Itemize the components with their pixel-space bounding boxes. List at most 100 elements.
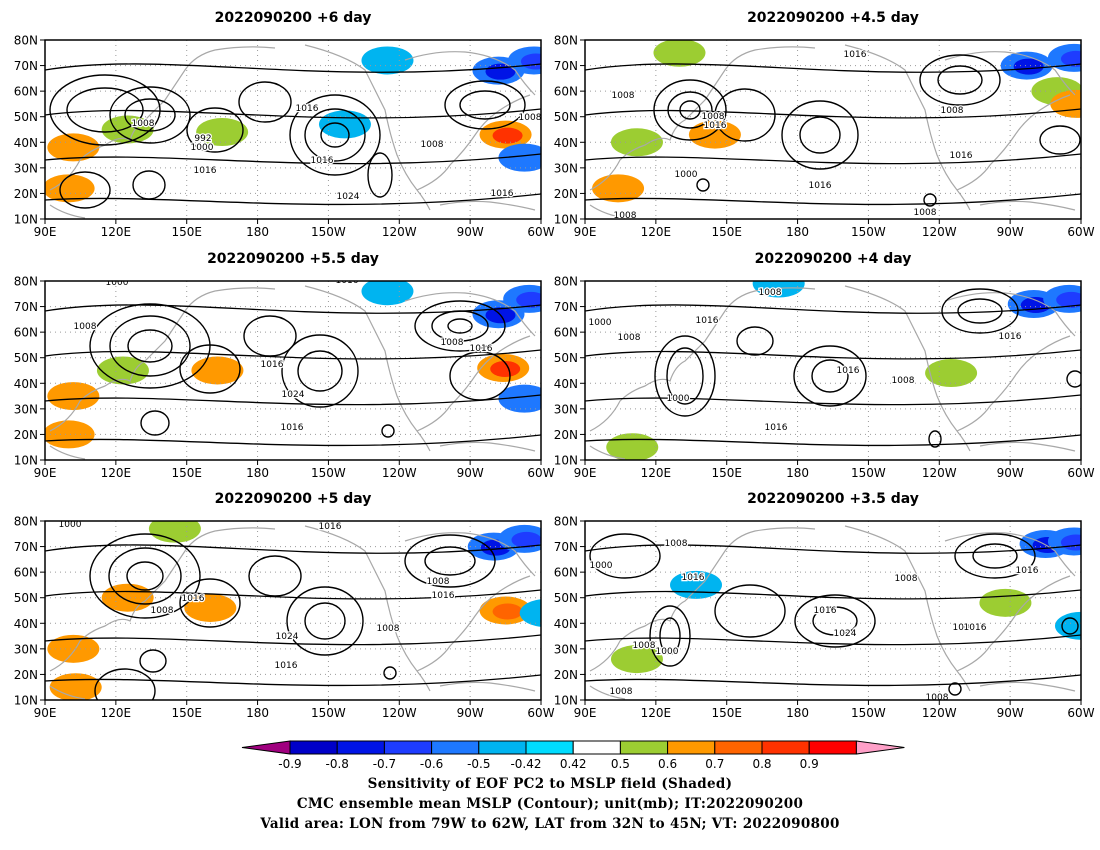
- mslp-contour: [714, 584, 786, 638]
- panel-frame: [584, 520, 1082, 701]
- sensitivity-core: [55, 427, 86, 444]
- mslp-contour: [431, 310, 489, 342]
- colorbar-box: [289, 740, 338, 755]
- sensitivity-core: [666, 45, 697, 62]
- sensitivity-core: [1013, 58, 1044, 75]
- contour-label: 1000: [667, 394, 690, 404]
- coastline: [979, 200, 1076, 211]
- lat-tick-label: 50N: [14, 110, 38, 124]
- lon-tick-label: 150W: [851, 706, 886, 720]
- contour-label: 1016: [809, 181, 832, 191]
- mslp-contour: [45, 349, 541, 360]
- sensitivity-core: [492, 127, 523, 144]
- mslp-contour: [304, 602, 346, 640]
- lat-tick-label: 20N: [14, 428, 38, 442]
- contour-label: 1000: [191, 143, 214, 153]
- mslp-contour: [736, 326, 774, 356]
- mslp-contour: [585, 63, 1081, 73]
- contour-label: 1016: [844, 50, 867, 60]
- sensitivity-core: [765, 281, 796, 293]
- lat-tick-label: 50N: [554, 351, 578, 365]
- lat-tick-label: 20N: [554, 428, 578, 442]
- map-panel-5: 2022090200 +5 day 1000 1016 1008 1016 1024 101…: [14, 491, 555, 720]
- contour-label: 1016: [296, 104, 319, 114]
- contour-label: 1016: [964, 623, 987, 633]
- mslp-contour: [424, 546, 476, 576]
- coastline: [589, 527, 816, 672]
- lon-tick-label: 90E: [574, 706, 597, 720]
- panel-title: 2022090200 +4.5 day: [747, 10, 919, 26]
- colorbar-box: [572, 740, 621, 755]
- coastline: [844, 285, 971, 452]
- contour-label: 1000: [675, 170, 698, 180]
- colorbar: -0.9 -0.8 -0.7 -0.6 -0.5 -0.42 0.42 0.5 0.6 0.7 0.…: [241, 740, 905, 771]
- mslp-contour: [127, 329, 173, 363]
- contour-label: 1008: [612, 91, 635, 101]
- mslp-contour: [459, 90, 511, 120]
- lon-tick-label: 120W: [382, 466, 417, 480]
- coastline: [589, 46, 816, 191]
- contour-label: 1008: [953, 623, 976, 633]
- lat-tick-label: 20N: [554, 668, 578, 682]
- mslp-contour: [304, 108, 366, 162]
- contour-label: 1008: [895, 574, 918, 584]
- panel-title: 2022090200 +5.5 day: [207, 251, 379, 267]
- lon-tick-label: 150W: [851, 466, 886, 480]
- panel-title: 2022090200 +6 day: [215, 10, 372, 26]
- lon-tick-label: 120E: [101, 466, 132, 480]
- mslp-contour: [381, 424, 395, 438]
- contour-label: 1024: [282, 390, 305, 400]
- coastline: [844, 44, 971, 211]
- lat-tick-label: 70N: [14, 540, 38, 554]
- mslp-contour: [248, 555, 302, 597]
- lon-tick-label: 150W: [311, 706, 346, 720]
- negative-sensitivity-area: [1090, 139, 1100, 167]
- coastline: [304, 525, 431, 692]
- mslp-contour: [281, 334, 359, 408]
- mslp-contour: [923, 193, 937, 207]
- lat-tick-label: 70N: [554, 300, 578, 314]
- colorbar-tick-label: -0.8: [325, 757, 348, 771]
- panel-frame: [44, 520, 542, 701]
- mslp-contour: [793, 345, 867, 407]
- mslp-contour: [109, 86, 191, 144]
- mslp-contour: [585, 394, 1081, 406]
- lat-tick-label: 10N: [14, 454, 38, 468]
- mslp-contour: [972, 543, 1018, 569]
- colorbar-box: [761, 740, 810, 755]
- contour-label: 1016: [999, 332, 1022, 342]
- coastline: [404, 292, 536, 337]
- mslp-contour: [1061, 617, 1079, 635]
- lon-tick-label: 60W: [1067, 466, 1094, 480]
- lon-tick-label: 60W: [527, 466, 554, 480]
- lon-tick-label: 60W: [1067, 706, 1094, 720]
- mslp-contour: [404, 534, 496, 588]
- colorbar-tick-label: -0.42: [510, 757, 541, 771]
- contour-label: 1008: [914, 208, 937, 218]
- mslp-contour: [45, 193, 541, 206]
- contour-label: 1008: [618, 333, 641, 343]
- lon-tick-label: 180: [786, 466, 809, 480]
- contour-label: 1016: [491, 189, 514, 199]
- lat-tick-label: 80N: [554, 34, 578, 48]
- mslp-contour: [696, 178, 710, 192]
- sensitivity-core: [520, 53, 541, 70]
- contour-label: 1008: [614, 211, 637, 221]
- lon-tick-label: 90E: [574, 225, 597, 239]
- mslp-contour: [1066, 370, 1081, 388]
- mslp-contour: [289, 94, 381, 176]
- contour-label: 1008: [377, 624, 400, 634]
- contour-label: 1008: [665, 539, 688, 549]
- contour-label: 1016: [470, 344, 493, 354]
- coastline: [439, 200, 536, 211]
- sensitivity-core: [55, 181, 86, 198]
- sensitivity-core: [701, 127, 732, 144]
- coastline: [416, 575, 531, 672]
- colorbar-box: [667, 740, 716, 755]
- colorbar-tick-label: -0.7: [373, 757, 396, 771]
- lat-tick-label: 60N: [554, 326, 578, 340]
- mslp-contour: [589, 533, 661, 579]
- lat-tick-label: 10N: [554, 454, 578, 468]
- lon-tick-label: 150W: [311, 466, 346, 480]
